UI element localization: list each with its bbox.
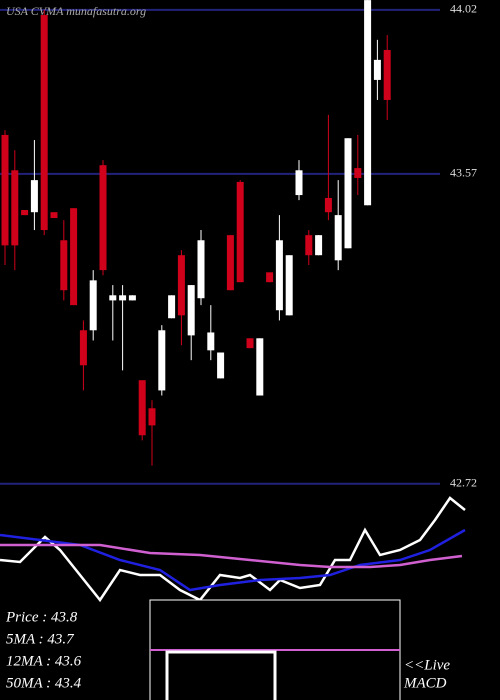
candle-body: [109, 295, 117, 301]
macd-step: [165, 650, 277, 700]
candle-body: [119, 295, 127, 301]
candle-body: [79, 330, 87, 366]
y-tick-label: 44.02: [450, 2, 477, 16]
macd-line: [0, 528, 466, 592]
candle-body: [275, 240, 283, 311]
candle-body: [138, 380, 146, 436]
candle-body: [364, 0, 372, 206]
candle-body: [373, 59, 381, 80]
price-label: Price : 43.8: [5, 609, 78, 625]
live-label: <<Live: [404, 657, 450, 673]
candle-body: [187, 285, 195, 336]
candle-body: [226, 235, 234, 291]
candle-body: [60, 240, 68, 291]
candle-body: [285, 255, 293, 316]
candle-body: [256, 338, 264, 396]
candle-body: [1, 134, 9, 246]
candle-body: [11, 170, 19, 246]
candle-body: [236, 181, 244, 283]
candle-body: [295, 170, 303, 196]
ma50-label: 50MA : 43.4: [6, 675, 82, 691]
y-tick-label: 42.72: [450, 475, 477, 489]
candle-body: [70, 208, 78, 306]
y-tick-label: 43.57: [450, 166, 477, 180]
watermark: USA CVMA munafasutra.org: [6, 4, 146, 18]
candle-body: [383, 50, 391, 100]
candle-body: [207, 332, 215, 351]
candle-body: [168, 295, 176, 319]
candle-body: [266, 272, 274, 283]
macd-line: [0, 543, 463, 569]
candle-body: [305, 235, 313, 256]
candle-body: [89, 280, 97, 331]
candle-body: [40, 15, 48, 231]
candle-body: [324, 197, 332, 213]
candle-body: [148, 408, 156, 426]
candle-body: [344, 138, 352, 249]
candle-body: [246, 338, 254, 349]
candle-body: [315, 235, 323, 256]
candle-body: [197, 240, 205, 299]
candle-body: [30, 180, 38, 213]
candle-body: [99, 165, 107, 271]
ma5-label: 5MA : 43.7: [6, 631, 75, 647]
candle-body: [21, 210, 29, 216]
ma12-label: 12MA : 43.6: [6, 653, 82, 669]
candle-body: [217, 352, 225, 379]
candle-body: [177, 255, 185, 316]
candle-body: [128, 295, 136, 301]
macd-label: MACD: [403, 675, 447, 691]
candle-body: [334, 215, 342, 261]
candle-body: [158, 330, 166, 391]
candle-body: [354, 168, 362, 178]
candle-body: [50, 212, 58, 219]
macd-line: [0, 496, 466, 603]
